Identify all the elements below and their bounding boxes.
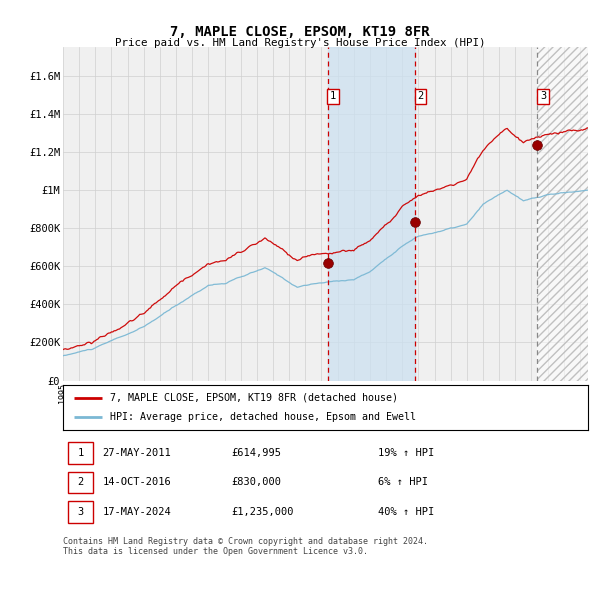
Text: 7, MAPLE CLOSE, EPSOM, KT19 8FR (detached house): 7, MAPLE CLOSE, EPSOM, KT19 8FR (detache…: [110, 393, 398, 402]
Text: 3: 3: [540, 91, 546, 101]
Text: HPI: Average price, detached house, Epsom and Ewell: HPI: Average price, detached house, Epso…: [110, 412, 416, 422]
FancyBboxPatch shape: [68, 502, 94, 523]
Text: Contains HM Land Registry data © Crown copyright and database right 2024.
This d: Contains HM Land Registry data © Crown c…: [63, 537, 428, 556]
Text: 40% ↑ HPI: 40% ↑ HPI: [378, 507, 434, 517]
FancyBboxPatch shape: [68, 471, 94, 493]
Bar: [538, 47, 588, 381]
Text: 7, MAPLE CLOSE, EPSOM, KT19 8FR: 7, MAPLE CLOSE, EPSOM, KT19 8FR: [170, 25, 430, 39]
Bar: [328, 47, 415, 381]
Text: 17-MAY-2024: 17-MAY-2024: [103, 507, 171, 517]
Text: 2: 2: [417, 91, 424, 101]
Text: £614,995: £614,995: [231, 448, 281, 458]
Text: 6% ↑ HPI: 6% ↑ HPI: [378, 477, 428, 487]
Bar: [538, 47, 588, 381]
Text: 27-MAY-2011: 27-MAY-2011: [103, 448, 171, 458]
Text: 1: 1: [330, 91, 336, 101]
Text: £1,235,000: £1,235,000: [231, 507, 293, 517]
Text: 2: 2: [78, 477, 84, 487]
FancyBboxPatch shape: [68, 442, 94, 464]
Text: £830,000: £830,000: [231, 477, 281, 487]
Text: 19% ↑ HPI: 19% ↑ HPI: [378, 448, 434, 458]
Bar: [538, 47, 588, 381]
Text: 1: 1: [78, 448, 84, 458]
Text: 3: 3: [78, 507, 84, 517]
Text: 14-OCT-2016: 14-OCT-2016: [103, 477, 171, 487]
Text: Price paid vs. HM Land Registry's House Price Index (HPI): Price paid vs. HM Land Registry's House …: [115, 38, 485, 48]
